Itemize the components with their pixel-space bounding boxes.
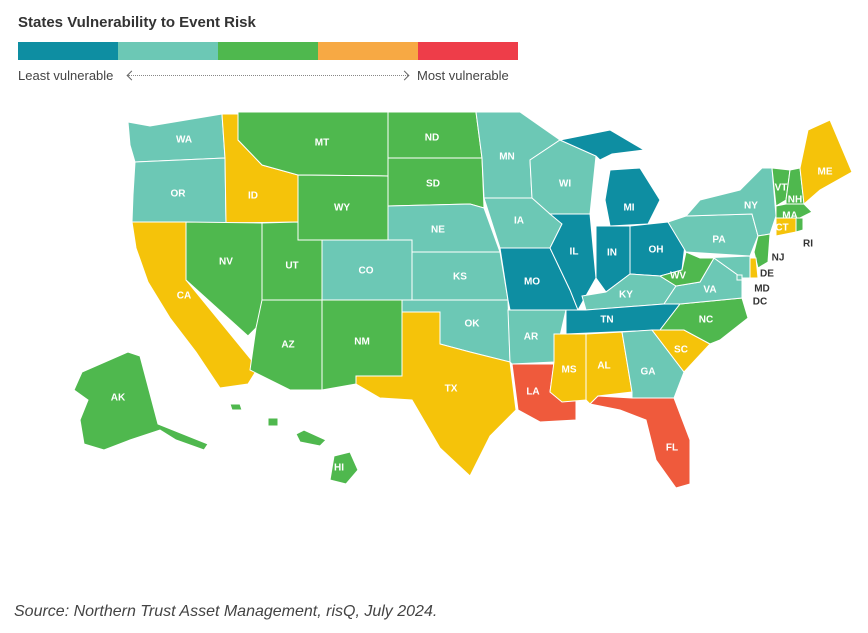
state-DE[interactable] [749, 257, 759, 279]
state-label-UT: UT [285, 261, 298, 272]
state-label-IA: IA [514, 216, 524, 227]
source-note: Source: Northern Trust Asset Management,… [14, 603, 438, 620]
state-label-IN: IN [607, 248, 617, 259]
state-label-ID: ID [248, 191, 258, 202]
state-label-DE: DE [760, 269, 774, 280]
state-label-WI: WI [559, 179, 571, 190]
chart-title: States Vulnerability to Event Risk [18, 14, 256, 31]
state-label-AL: AL [597, 361, 610, 372]
state-label-AK: AK [111, 393, 126, 404]
state-AK[interactable] [73, 351, 209, 451]
state-labels: WA OR CA ID NV MT WY UT AZ CO NM ND SD NE KS OK TX MN IA MO… [111, 133, 833, 474]
state-label-WA: WA [176, 135, 192, 146]
scale-arrow [128, 75, 408, 76]
state-label-CA: CA [177, 291, 191, 302]
state-label-MI: MI [623, 203, 634, 214]
most-vulnerable-label: Most vulnerable [417, 68, 509, 83]
state-label-OK: OK [465, 319, 481, 330]
state-MD[interactable] [699, 255, 751, 279]
state-label-MT: MT [315, 138, 329, 149]
vulnerability-scale [18, 42, 518, 60]
state-label-GA: GA [641, 367, 656, 378]
state-label-NE: NE [431, 225, 445, 236]
state-label-DC: DC [753, 297, 767, 308]
state-label-RI: RI [803, 239, 813, 250]
state-label-NY: NY [744, 201, 758, 212]
state-label-IL: IL [570, 247, 579, 258]
state-label-VA: VA [703, 285, 716, 296]
state-label-SD: SD [426, 179, 440, 190]
state-label-PA: PA [712, 235, 725, 246]
state-RI[interactable] [795, 217, 804, 233]
state-label-MO: MO [524, 277, 540, 288]
state-HI[interactable] [229, 403, 359, 485]
state-ME[interactable] [799, 119, 853, 206]
scale-segment-3 [218, 42, 318, 60]
state-label-MD: MD [754, 284, 770, 295]
state-AR[interactable] [507, 309, 567, 365]
state-IL[interactable] [548, 213, 597, 312]
state-NY[interactable] [684, 167, 777, 237]
state-label-CT: CT [775, 223, 788, 234]
state-label-NJ: NJ [772, 253, 785, 264]
state-label-AZ: AZ [281, 340, 294, 351]
state-label-LA: LA [526, 387, 539, 398]
scale-segment-4 [318, 42, 418, 60]
state-label-AR: AR [524, 332, 539, 343]
scale-segment-2 [118, 42, 218, 60]
state-label-NC: NC [699, 315, 713, 326]
state-label-KS: KS [453, 272, 467, 283]
state-NJ[interactable] [753, 233, 771, 269]
state-label-NM: NM [354, 337, 370, 348]
state-label-WV: WV [670, 271, 686, 282]
state-label-SC: SC [674, 345, 688, 356]
state-DC[interactable] [736, 274, 743, 281]
state-label-ND: ND [425, 133, 439, 144]
state-label-VT: VT [775, 183, 788, 194]
state-label-TX: TX [445, 384, 458, 395]
state-label-OH: OH [649, 245, 664, 256]
state-label-HI: HI [334, 463, 344, 474]
state-label-ME: ME [818, 167, 833, 178]
state-label-CO: CO [359, 266, 374, 277]
state-label-OR: OR [171, 189, 187, 200]
state-label-NV: NV [219, 257, 233, 268]
state-label-FL: FL [666, 443, 678, 454]
state-label-MA: MA [782, 211, 798, 222]
state-label-TN: TN [600, 315, 613, 326]
state-FL[interactable] [588, 395, 691, 489]
us-state-map: WA OR CA ID NV MT WY UT AZ CO NM ND SD NE KS OK TX MN IA MO… [73, 111, 853, 489]
state-TX[interactable] [355, 311, 517, 477]
scale-segment-5 [418, 42, 518, 60]
state-label-MS: MS [562, 365, 577, 376]
state-label-KY: KY [619, 290, 633, 301]
scale-segment-1 [18, 42, 118, 60]
state-label-NH: NH [788, 195, 802, 206]
least-vulnerable-label: Least vulnerable [18, 68, 114, 83]
state-WV[interactable] [658, 251, 715, 287]
state-label-WY: WY [334, 203, 350, 214]
state-label-MN: MN [499, 152, 515, 163]
